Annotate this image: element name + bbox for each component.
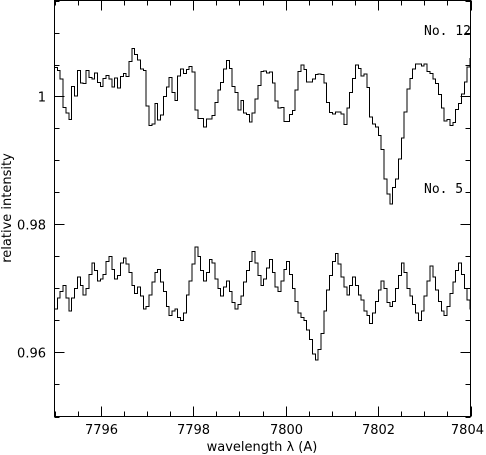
tick-labels: 7796 7798 7800 7802 7804 0.96 0.98 1 [17,91,484,439]
spectrum-line-no12 [54,48,471,205]
y-tick-label: 0.96 [17,347,46,362]
x-tick-label: 7800 [270,423,303,438]
x-tick-label: 7798 [177,423,210,438]
major-ticks [54,0,472,417]
minor-ticks [54,0,471,418]
y-axis-label: relative intensity [0,153,15,263]
series-layer [54,48,471,361]
series-label-no5: No. 5 [424,182,463,197]
plot-frame [54,0,471,417]
x-tick-label: 7796 [85,423,118,438]
x-tick-label: 7804 [451,423,484,438]
x-tick-label: 7802 [362,423,395,438]
x-axis-label: wavelength λ (A) [207,440,318,455]
spectrum-line-no5 [54,246,471,361]
y-tick-label: 1 [38,91,46,106]
y-tick-label: 0.98 [17,219,46,234]
series-label-no12: No. 12 [424,24,471,39]
